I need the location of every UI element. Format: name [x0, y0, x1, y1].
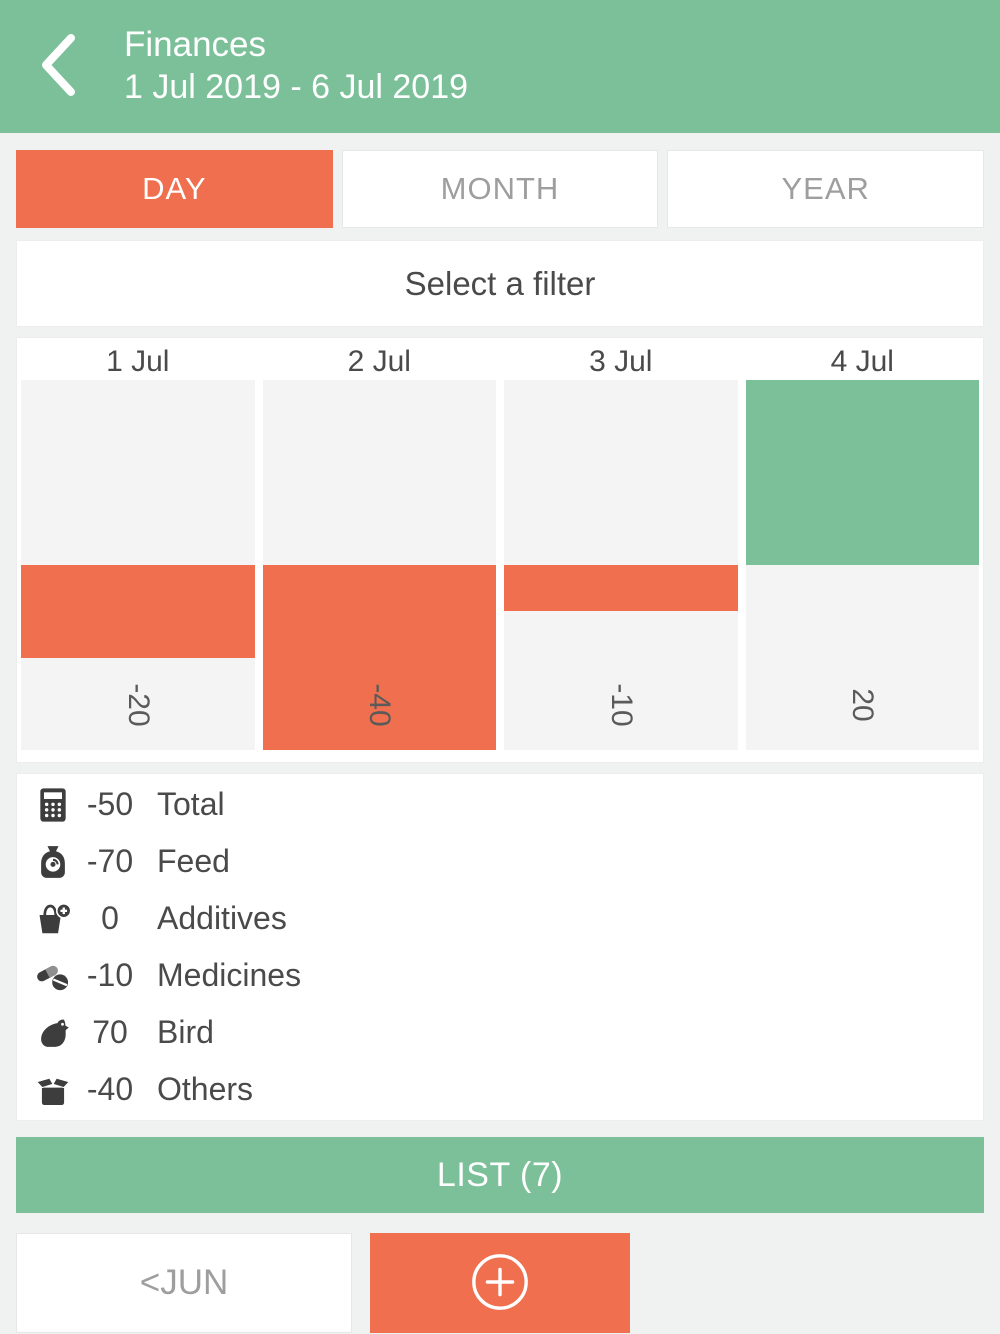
bar-chart: 1 Jul -20 2 Jul -40 3 Jul -10 4 Jul 20 [21, 344, 979, 750]
chart-column[interactable]: 3 Jul -10 [504, 344, 738, 750]
chart-bar-panel[interactable]: -10 [504, 380, 738, 750]
header-text: Finances 1 Jul 2019 - 6 Jul 2019 [124, 24, 468, 109]
summary-value: -70 [86, 843, 134, 879]
chart-column[interactable]: 1 Jul -20 [21, 344, 255, 750]
chart-category-label: 2 Jul [347, 345, 411, 378]
list-button[interactable]: LIST (7) [16, 1137, 984, 1213]
chart-value-label: -10 [604, 683, 638, 727]
summary-row: -10 Medicines [29, 947, 971, 1004]
chart-category-label: 3 Jul [589, 345, 653, 378]
date-range: 1 Jul 2019 - 6 Jul 2019 [124, 68, 469, 107]
chart-category-label: 4 Jul [830, 345, 894, 378]
chevron-left-icon [35, 31, 81, 102]
bird-icon [29, 1014, 77, 1052]
summary-row: -50 Total [29, 776, 971, 833]
summary-row: 70 Bird [29, 1004, 971, 1061]
footer-nav: <JUN [16, 1233, 984, 1333]
chart-bar-panel[interactable]: 20 [745, 380, 979, 750]
app-header: Finances 1 Jul 2019 - 6 Jul 2019 [0, 0, 1000, 133]
filter-selector[interactable]: Select a filter [16, 240, 984, 327]
negative-bar [21, 565, 255, 658]
tab-month[interactable]: MONTH [341, 150, 659, 228]
negative-bar [504, 565, 738, 612]
summary-label: Others [157, 1071, 254, 1107]
feed-bag-icon [29, 843, 77, 881]
tab-day[interactable]: DAY [16, 150, 333, 228]
chart-value-label: -40 [363, 683, 397, 727]
chart-bar-panel[interactable]: -20 [21, 380, 255, 750]
tab-bar: DAY MONTH YEAR [16, 150, 985, 228]
summary-value: 70 [92, 1014, 128, 1050]
chart-card: 1 Jul -20 2 Jul -40 3 Jul -10 4 Jul 20 [16, 337, 984, 763]
summary-row: -40 Others [29, 1061, 971, 1118]
medicines-pills-icon [29, 957, 77, 995]
chart-category-label: 1 Jul [106, 345, 170, 378]
chart-value-label: -20 [121, 683, 155, 727]
chart-bar-panel[interactable]: -40 [262, 380, 496, 750]
summary-card: -50 Total -70 Feed 0 Additives -10 Medicines 70 B… [16, 773, 984, 1121]
tab-year[interactable]: YEAR [667, 150, 985, 228]
summary-label: Additives [157, 900, 287, 936]
negative-bar [262, 565, 496, 750]
back-button[interactable] [20, 22, 96, 112]
summary-label: Medicines [157, 957, 302, 993]
plus-icon [469, 1251, 531, 1316]
summary-value: 0 [101, 900, 119, 936]
summary-value: -50 [86, 786, 134, 822]
positive-bar [745, 380, 979, 565]
chart-column[interactable]: 4 Jul 20 [745, 344, 979, 750]
prev-month-label: <JUN [139, 1263, 229, 1302]
summary-row: -70 Feed [29, 833, 971, 890]
filter-label: Select a filter [404, 264, 596, 302]
list-button-label: LIST (7) [436, 1155, 564, 1194]
summary-value: -40 [86, 1071, 134, 1107]
summary-label: Total [157, 786, 225, 822]
summary-label: Feed [157, 843, 230, 879]
summary-value: -10 [86, 957, 134, 993]
summary-row: 0 Additives [29, 890, 971, 947]
additives-basket-icon [29, 900, 77, 938]
add-button[interactable] [370, 1233, 630, 1333]
summary-label: Bird [157, 1014, 214, 1050]
page-title: Finances [124, 25, 267, 65]
chart-column[interactable]: 2 Jul -40 [262, 344, 496, 750]
prev-month-button[interactable]: <JUN [16, 1233, 352, 1333]
others-box-icon [29, 1071, 77, 1109]
calculator-icon [29, 786, 77, 824]
chart-value-label: 20 [846, 688, 880, 722]
